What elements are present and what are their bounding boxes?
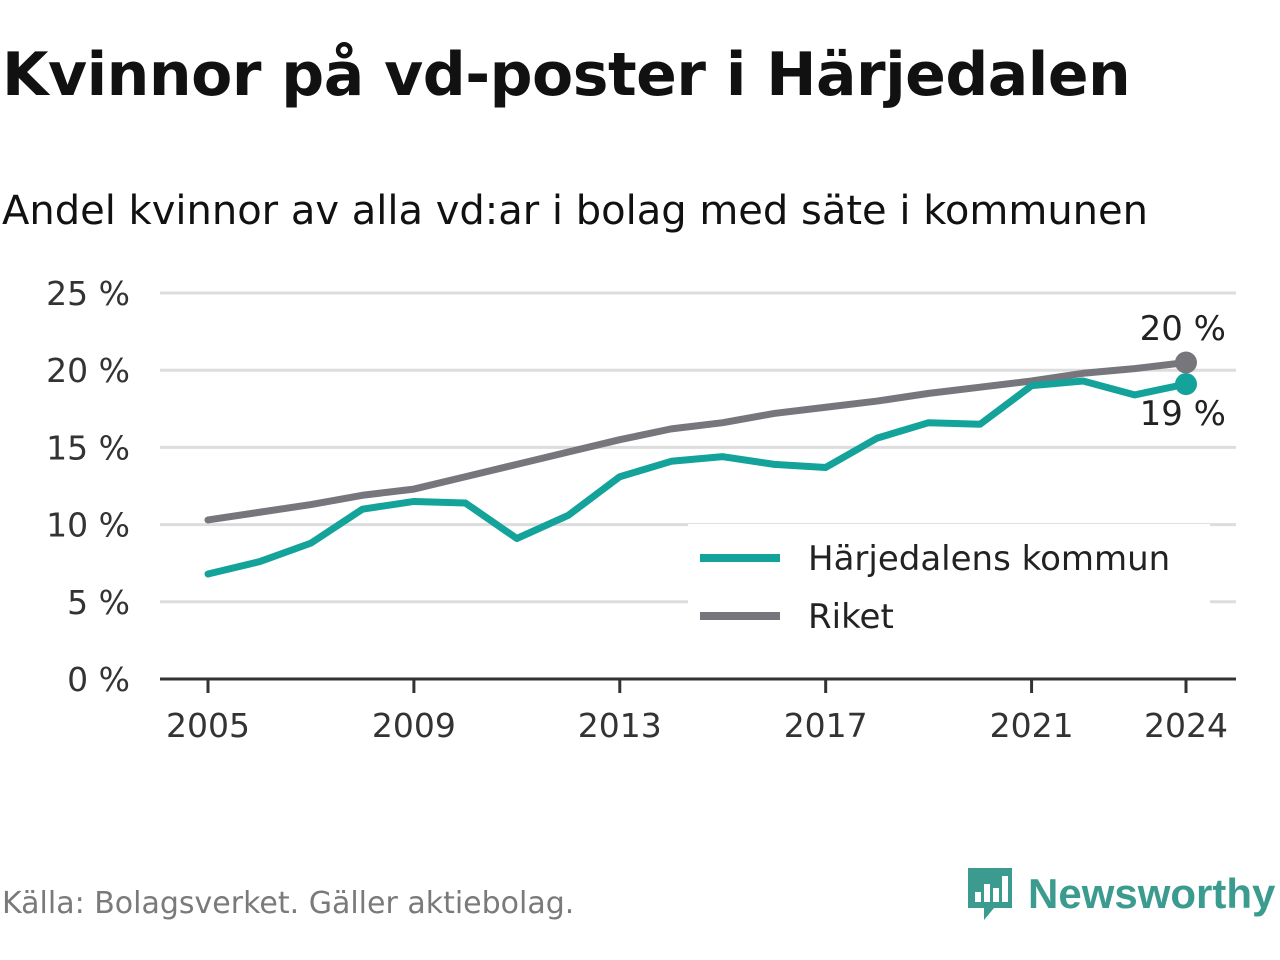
chart-subtitle: Andel kvinnor av alla vd:ar i bolag med …	[2, 188, 1148, 234]
x-tick-label: 2024	[1144, 706, 1228, 745]
x-tick-label: 2017	[784, 706, 868, 745]
y-tick-label: 10 %	[46, 506, 130, 545]
y-axis-ticks: 0 % 5 % 10 % 15 % 20 % 25 %	[46, 274, 130, 699]
y-tick-label: 0 %	[67, 660, 130, 699]
series-end-dot-kommun	[1175, 373, 1197, 396]
y-tick-label: 15 %	[46, 428, 130, 467]
y-tick-label: 25 %	[46, 274, 130, 313]
legend-background	[688, 524, 1210, 652]
x-tick-label: 2009	[372, 706, 456, 745]
end-label-kommun: 19 %	[1140, 394, 1226, 434]
legend-label-kommun: Härjedalens kommun	[808, 539, 1170, 579]
chart-title: Kvinnor på vd-poster i Härjedalen	[2, 40, 1131, 110]
series-end-dot-riket	[1175, 351, 1197, 374]
source-note: Källa: Bolagsverket. Gäller aktiebolag.	[2, 886, 575, 921]
newsworthy-logo-icon	[968, 868, 1012, 920]
x-tick-label: 2021	[990, 706, 1074, 745]
x-axis: 2005 2009 2013 2017 2021 2024	[160, 677, 1236, 745]
series-line-kommun	[204, 377, 1190, 578]
y-tick-label: 5 %	[67, 583, 130, 622]
end-label-riket: 20 %	[1140, 309, 1226, 349]
x-tick-label: 2005	[166, 706, 250, 745]
brand-logo: Newsworthy	[964, 864, 1275, 924]
brand-name: Newsworthy	[1028, 870, 1276, 917]
legend-label-riket: Riket	[808, 597, 894, 637]
y-tick-label: 20 %	[46, 351, 130, 390]
series-line-riket	[204, 358, 1190, 524]
end-labels: 20 % 19 %	[1140, 309, 1226, 434]
series-lines	[204, 351, 1197, 578]
x-tick-label: 2013	[578, 706, 662, 745]
legend: Härjedalens kommun Riket	[688, 524, 1210, 652]
